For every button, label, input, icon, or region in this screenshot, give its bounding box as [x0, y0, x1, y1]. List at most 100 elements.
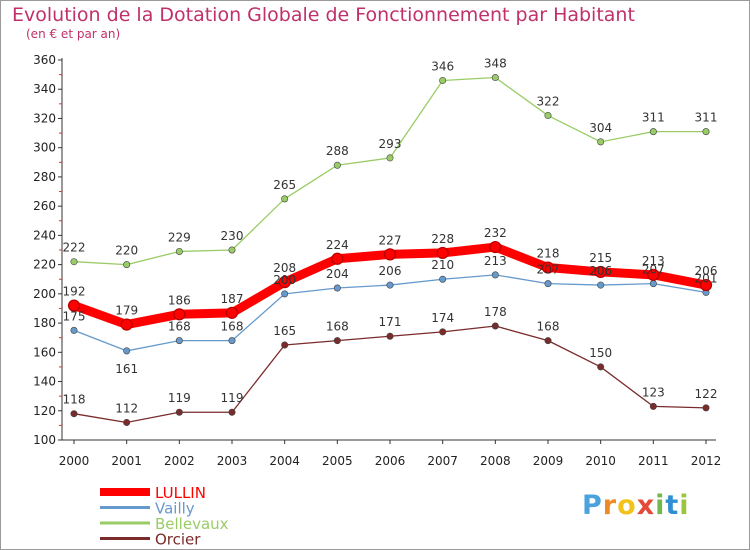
data-label-bellevaux: 293	[379, 137, 402, 151]
y-tick-label: 260	[33, 199, 56, 213]
data-point-orcier	[439, 328, 447, 336]
data-point-orcier	[333, 337, 341, 345]
data-label-lullin: 208	[273, 261, 296, 275]
data-label-lullin: 218	[537, 247, 560, 261]
data-point-lullin	[225, 306, 239, 319]
data-label-vailly: 207	[537, 263, 560, 277]
data-point-bellevaux	[491, 74, 499, 82]
x-tick-label: 2005	[322, 454, 353, 468]
y-tick-label: 100	[33, 433, 56, 447]
data-point-orcier	[386, 332, 394, 340]
data-label-orcier: 178	[484, 305, 507, 319]
data-label-vailly: 168	[168, 320, 191, 334]
data-point-lullin	[120, 318, 133, 331]
y-tick-label: 300	[33, 141, 56, 155]
chart-title: Evolution de la Dotation Globale de Fonc…	[12, 4, 635, 26]
data-label-vailly: 213	[484, 254, 507, 268]
data-label-lullin: 187	[221, 292, 244, 306]
y-tick-label: 360	[33, 53, 56, 67]
data-label-vailly: 161	[115, 362, 138, 376]
data-point-vailly	[281, 290, 289, 298]
data-point-orcier	[491, 322, 499, 330]
data-point-lullin	[594, 265, 607, 279]
data-label-lullin: 179	[115, 304, 138, 318]
series-line-orcier	[73, 325, 707, 424]
data-point-orcier	[123, 418, 131, 426]
data-point-vailly	[228, 337, 236, 345]
x-tick-label: 2007	[427, 454, 458, 468]
x-tick-label: 2006	[375, 454, 406, 468]
data-point-orcier	[649, 402, 657, 410]
data-point-orcier	[228, 408, 236, 416]
data-label-vailly: 210	[431, 258, 454, 272]
data-label-orcier: 123	[642, 385, 665, 399]
data-point-lullin	[67, 299, 81, 312]
y-tick-label: 180	[33, 316, 56, 330]
data-label-bellevaux: 311	[642, 111, 665, 125]
data-point-vailly	[70, 326, 78, 334]
data-point-orcier	[70, 410, 78, 418]
data-label-vailly: 204	[326, 267, 349, 281]
y-tick-label: 280	[33, 170, 56, 184]
y-tick-label: 120	[33, 404, 56, 418]
y-tick-label: 320	[33, 111, 56, 125]
data-label-lullin: 232	[484, 226, 507, 240]
data-label-orcier: 171	[379, 315, 402, 329]
data-label-vailly: 206	[379, 264, 402, 278]
data-label-bellevaux: 311	[695, 111, 718, 125]
data-point-vailly	[597, 281, 605, 289]
data-label-bellevaux: 229	[168, 230, 191, 244]
data-label-lullin: 224	[326, 238, 349, 252]
y-tick-label: 140	[33, 375, 56, 389]
data-point-lullin	[436, 246, 449, 260]
legend-label-vailly: Vailly	[155, 500, 195, 518]
data-point-bellevaux	[439, 76, 447, 84]
x-tick-label: 2011	[638, 454, 669, 468]
data-point-lullin	[173, 308, 186, 321]
y-tick-label: 220	[33, 258, 56, 272]
data-label-bellevaux: 304	[589, 121, 612, 135]
x-tick-label: 2002	[164, 454, 195, 468]
data-label-bellevaux: 265	[273, 178, 296, 192]
data-label-orcier: 168	[326, 320, 349, 334]
y-tick-label: 240	[33, 228, 56, 242]
data-point-bellevaux	[175, 247, 183, 255]
data-point-lullin	[541, 261, 555, 274]
data-label-lullin: 206	[695, 264, 718, 278]
data-label-bellevaux: 346	[431, 59, 454, 73]
data-label-orcier: 122	[695, 387, 718, 401]
data-point-bellevaux	[649, 128, 657, 136]
data-point-vailly	[544, 280, 552, 288]
data-point-bellevaux	[123, 261, 131, 269]
proxiti-logo: Proxiti	[582, 490, 690, 521]
data-point-lullin	[489, 240, 502, 254]
data-point-bellevaux	[333, 161, 341, 169]
legend-label-bellevaux: Bellevaux	[155, 515, 229, 533]
data-point-bellevaux	[386, 154, 394, 162]
data-label-orcier: 174	[431, 311, 454, 325]
data-label-vailly: 207	[642, 263, 665, 277]
data-label-bellevaux: 348	[484, 57, 507, 71]
data-label-orcier: 112	[115, 401, 138, 415]
data-point-lullin	[278, 276, 291, 289]
data-point-lullin	[331, 252, 344, 265]
x-tick-label: 2000	[59, 454, 90, 468]
data-point-vailly	[386, 281, 394, 289]
legend-swatch-lullin	[100, 488, 150, 496]
data-label-bellevaux: 222	[63, 241, 86, 255]
data-point-orcier	[702, 404, 710, 412]
data-label-bellevaux: 230	[221, 229, 244, 243]
legend-swatch-orcier	[100, 537, 150, 540]
data-point-bellevaux	[544, 112, 552, 120]
data-label-orcier: 118	[63, 393, 86, 407]
x-tick-label: 2009	[533, 454, 564, 468]
y-tick-label: 200	[33, 287, 56, 301]
data-label-vailly: 200	[273, 273, 296, 287]
data-label-bellevaux: 220	[115, 244, 138, 258]
data-label-vailly: 206	[589, 264, 612, 278]
data-label-vailly: 175	[63, 309, 86, 323]
legend-label-orcier: Orcier	[155, 531, 201, 549]
y-tick-label: 340	[33, 82, 56, 96]
data-point-bellevaux	[70, 258, 78, 266]
